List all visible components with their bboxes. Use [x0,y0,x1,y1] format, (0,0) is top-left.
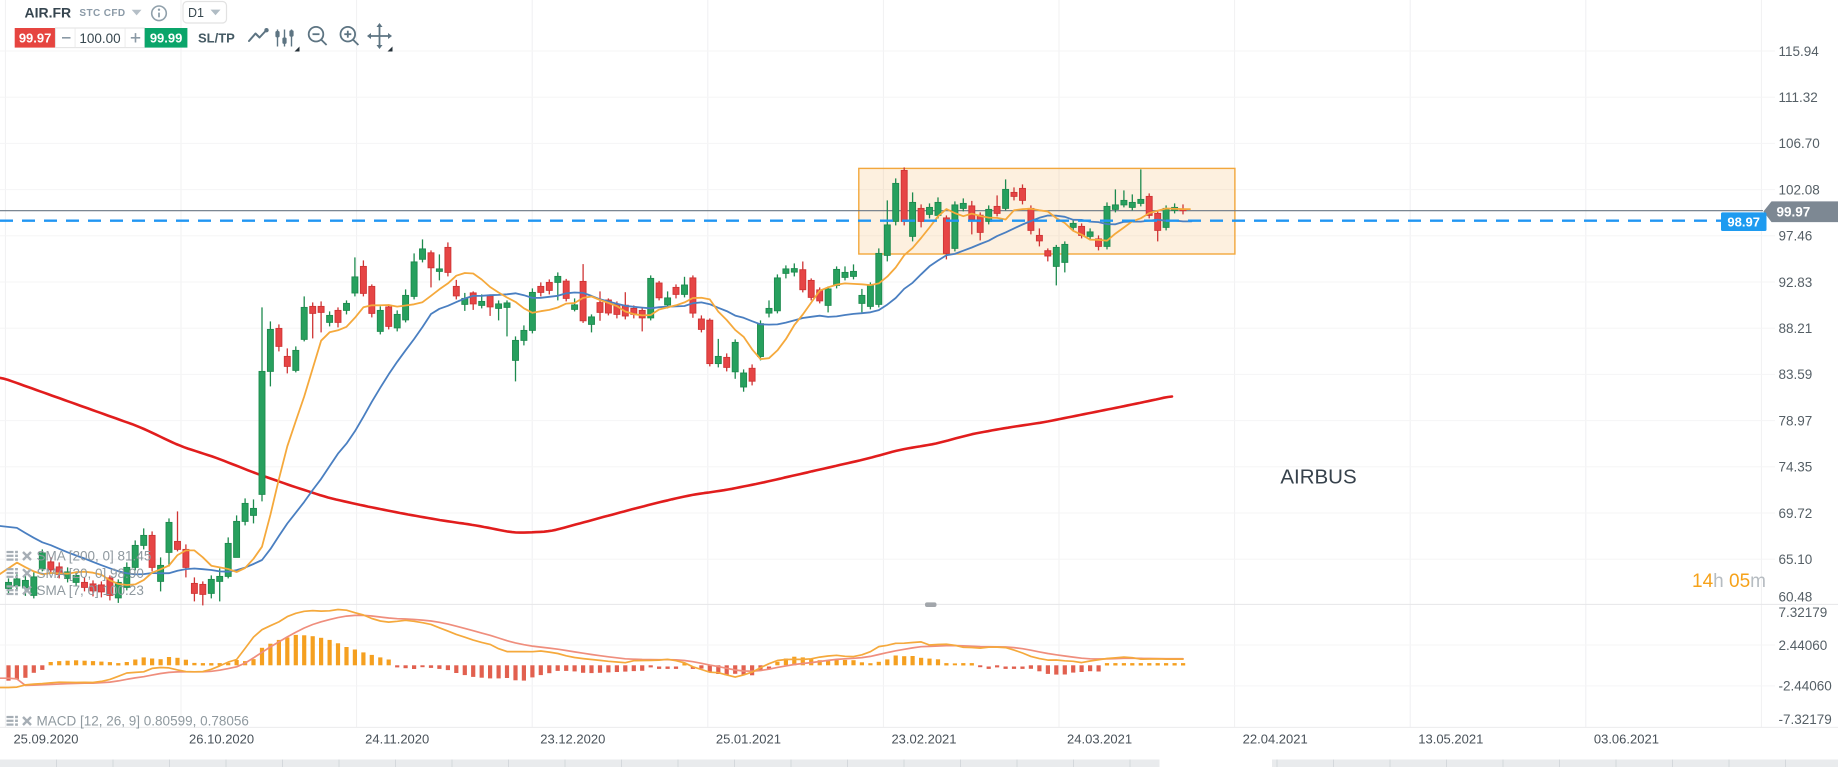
svg-text:69.72: 69.72 [1779,506,1813,521]
svg-text:22.04.2021: 22.04.2021 [1243,732,1308,747]
svg-text:03.06.2021: 03.06.2021 [1594,732,1659,747]
svg-text:26.10.2020: 26.10.2020 [189,732,254,747]
svg-text:SMA [200, 0] 81.45: SMA [200, 0] 81.45 [37,549,152,564]
svg-text:7.32179: 7.32179 [1779,605,1828,620]
svg-text:24.03.2021: 24.03.2021 [1067,732,1132,747]
svg-text:100.00: 100.00 [79,31,120,46]
svg-text:-7.32179: -7.32179 [1779,712,1832,727]
svg-text:AIR.FR: AIR.FR [25,5,72,21]
svg-text:24.11.2020: 24.11.2020 [365,732,429,747]
svg-text:98.97: 98.97 [1727,214,1760,229]
svg-text:D1: D1 [188,6,204,20]
svg-text:83.59: 83.59 [1779,367,1813,382]
svg-text:99.97: 99.97 [1777,204,1811,219]
svg-text:60.48: 60.48 [1779,589,1813,604]
svg-text:SMA [20, 0] 98.90: SMA [20, 0] 98.90 [37,566,144,581]
svg-text:99.97: 99.97 [19,31,52,46]
svg-text:97.46: 97.46 [1779,229,1813,244]
svg-text:-2.44060: -2.44060 [1779,679,1832,694]
svg-text:106.70: 106.70 [1779,136,1820,151]
svg-text:25.09.2020: 25.09.2020 [13,732,78,747]
svg-text:SL/TP: SL/TP [198,30,235,45]
svg-text:102.08: 102.08 [1779,182,1820,197]
svg-text:2.44060: 2.44060 [1779,638,1828,653]
svg-text:115.94: 115.94 [1779,44,1820,59]
svg-text:14h 05m: 14h 05m [1692,571,1766,592]
svg-text:AIRBUS: AIRBUS [1280,466,1356,489]
svg-text:65.10: 65.10 [1779,552,1813,567]
svg-text:STC CFD: STC CFD [79,8,125,19]
svg-text:23.02.2021: 23.02.2021 [891,732,956,747]
svg-text:SMA [7, 0] 100.23: SMA [7, 0] 100.23 [37,583,144,598]
svg-text:74.35: 74.35 [1779,460,1813,475]
svg-text:MACD [12, 26, 9] 0.80599, 0.78: MACD [12, 26, 9] 0.80599, 0.78056 [37,714,249,729]
svg-text:99.99: 99.99 [150,31,183,46]
svg-text:13.05.2021: 13.05.2021 [1418,732,1483,747]
svg-text:25.01.2021: 25.01.2021 [716,732,781,747]
svg-text:23.12.2020: 23.12.2020 [540,732,605,747]
svg-text:78.97: 78.97 [1779,413,1813,428]
svg-text:111.32: 111.32 [1779,90,1818,105]
svg-text:88.21: 88.21 [1779,321,1813,336]
svg-text:92.83: 92.83 [1779,275,1813,290]
